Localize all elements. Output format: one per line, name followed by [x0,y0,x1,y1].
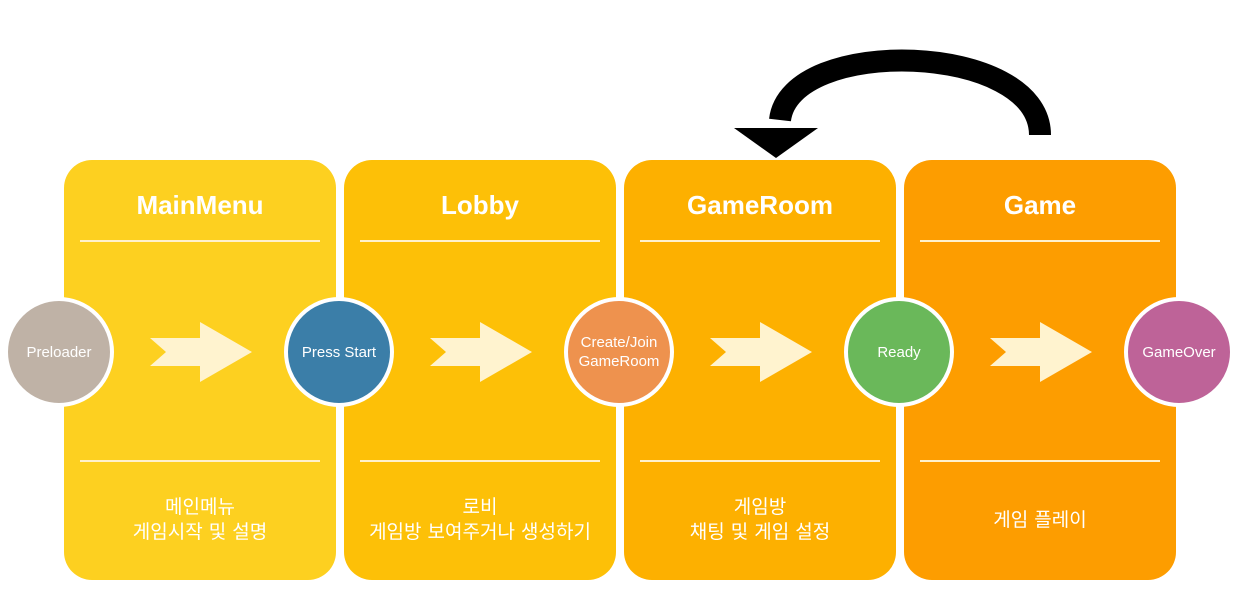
node-ready: Ready [844,297,954,407]
description-line: 게임방 보여주거나 생성하기 [369,521,591,543]
divider [640,460,880,462]
panel-title: Lobby [441,190,519,220]
flow-arrow-icon [150,322,252,382]
description-line: 메인메뉴 [165,496,235,518]
divider [920,460,1160,462]
panel-description: 메인메뉴 게임시작 및 설명 [64,495,336,545]
panel-description: 게임 플레이 [904,508,1176,533]
flow-arrow-icon [430,322,532,382]
divider [920,240,1160,242]
panel-description: 로비 게임방 보여주거나 생성하기 [344,495,616,545]
panel-title: GameRoom [687,190,833,220]
node-press-start: Press Start [284,297,394,407]
panel-title: Game [1003,190,1077,220]
panel-title: MainMenu [136,190,264,220]
description-line: 게임시작 및 설명 [132,521,268,543]
node-label: Ready [877,343,921,361]
description-line: 게임 플레이 [993,509,1087,531]
node-preloader: Preloader [4,297,114,407]
description-line: 로비 [462,496,498,518]
node-create-join-gameroom: Create/Join GameRoom [564,297,674,407]
node-label: GameOver [1142,343,1216,361]
divider [640,240,880,242]
description-line: 채팅 및 게임 설정 [689,521,831,543]
description-line: 게임방 [733,496,787,518]
divider [80,460,320,462]
divider [360,240,600,242]
node-label: Create/Join GameRoom [578,334,660,370]
divider [80,240,320,242]
flow-arrow-icon [710,322,812,382]
node-gameover: GameOver [1124,297,1234,407]
divider [360,460,600,462]
flow-arrow-icon [990,322,1092,382]
panel-description: 게임방 채팅 및 게임 설정 [624,495,896,545]
node-label: Preloader [26,343,92,361]
node-label: Press Start [301,343,377,361]
